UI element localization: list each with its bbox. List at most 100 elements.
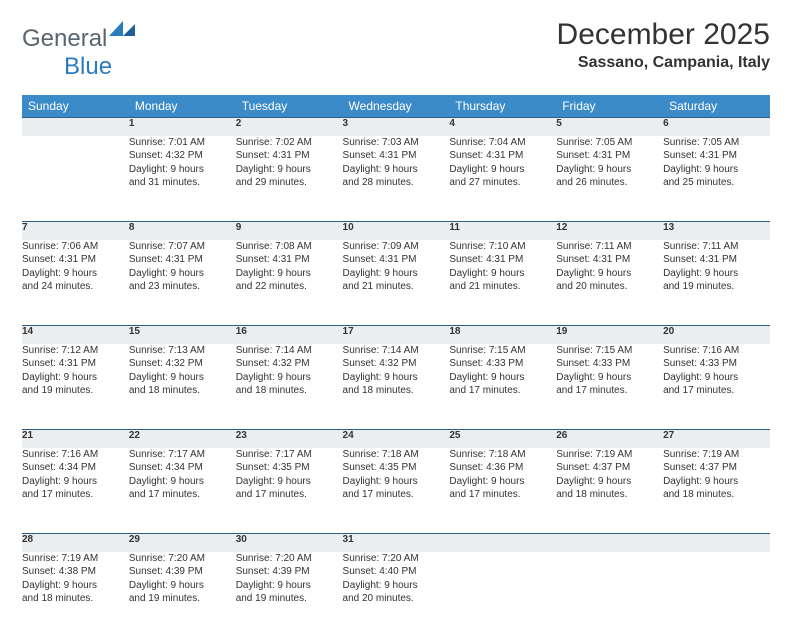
sunrise-line: Sunrise: 7:20 AM — [129, 552, 236, 566]
day-number-cell: 27 — [663, 430, 770, 448]
daylight-line-1: Daylight: 9 hours — [663, 475, 770, 489]
day-number-cell: 8 — [129, 222, 236, 240]
day-number-cell: 1 — [129, 118, 236, 136]
day-detail-cell: Sunrise: 7:06 AMSunset: 4:31 PMDaylight:… — [22, 240, 129, 326]
day-number-cell: 15 — [129, 326, 236, 344]
sunset-line: Sunset: 4:34 PM — [22, 461, 129, 475]
day-detail-cell: Sunrise: 7:19 AMSunset: 4:37 PMDaylight:… — [556, 448, 663, 534]
sunset-line: Sunset: 4:35 PM — [343, 461, 450, 475]
day-detail-cell: Sunrise: 7:15 AMSunset: 4:33 PMDaylight:… — [449, 344, 556, 430]
logo-mark-icon — [109, 18, 135, 36]
day-number-cell: 25 — [449, 430, 556, 448]
sunset-line: Sunset: 4:38 PM — [22, 565, 129, 579]
day-number-cell: 13 — [663, 222, 770, 240]
day-detail-cell: Sunrise: 7:09 AMSunset: 4:31 PMDaylight:… — [343, 240, 450, 326]
daylight-line-2: and 17 minutes. — [129, 488, 236, 502]
sunrise-line: Sunrise: 7:15 AM — [556, 344, 663, 358]
daylight-line-2: and 20 minutes. — [343, 592, 450, 606]
sunrise-line: Sunrise: 7:06 AM — [22, 240, 129, 254]
day-number-cell: 6 — [663, 118, 770, 136]
sunset-line: Sunset: 4:32 PM — [129, 357, 236, 371]
daylight-line-2: and 18 minutes. — [236, 384, 343, 398]
day-detail-cell: Sunrise: 7:03 AMSunset: 4:31 PMDaylight:… — [343, 136, 450, 222]
dow-header: Friday — [556, 95, 663, 118]
day-number-cell: 16 — [236, 326, 343, 344]
daylight-line-1: Daylight: 9 hours — [22, 371, 129, 385]
sunset-line: Sunset: 4:31 PM — [22, 357, 129, 371]
week-daynum-row: 78910111213 — [22, 222, 770, 240]
title-block: December 2025 Sassano, Campania, Italy — [557, 18, 770, 72]
day-detail-cell: Sunrise: 7:05 AMSunset: 4:31 PMDaylight:… — [663, 136, 770, 222]
daylight-line-1: Daylight: 9 hours — [343, 371, 450, 385]
day-detail-cell: Sunrise: 7:01 AMSunset: 4:32 PMDaylight:… — [129, 136, 236, 222]
daylight-line-2: and 17 minutes. — [449, 384, 556, 398]
location: Sassano, Campania, Italy — [557, 54, 770, 72]
daylight-line-2: and 19 minutes. — [236, 592, 343, 606]
sunset-line: Sunset: 4:33 PM — [663, 357, 770, 371]
sunrise-line: Sunrise: 7:18 AM — [449, 448, 556, 462]
daylight-line-2: and 23 minutes. — [129, 280, 236, 294]
daylight-line-2: and 27 minutes. — [449, 176, 556, 190]
daylight-line-2: and 17 minutes. — [343, 488, 450, 502]
sunrise-line: Sunrise: 7:20 AM — [236, 552, 343, 566]
sunrise-line: Sunrise: 7:14 AM — [236, 344, 343, 358]
day-number-cell: 24 — [343, 430, 450, 448]
sunrise-line: Sunrise: 7:04 AM — [449, 136, 556, 150]
day-number-cell: 22 — [129, 430, 236, 448]
sunrise-line: Sunrise: 7:19 AM — [663, 448, 770, 462]
day-number-cell: 2 — [236, 118, 343, 136]
daylight-line-2: and 18 minutes. — [129, 384, 236, 398]
day-detail-cell: Sunrise: 7:20 AMSunset: 4:39 PMDaylight:… — [129, 552, 236, 638]
sunset-line: Sunset: 4:32 PM — [236, 357, 343, 371]
daylight-line-2: and 29 minutes. — [236, 176, 343, 190]
daylight-line-1: Daylight: 9 hours — [449, 267, 556, 281]
week-detail-row: Sunrise: 7:19 AMSunset: 4:38 PMDaylight:… — [22, 552, 770, 638]
day-detail-cell: Sunrise: 7:08 AMSunset: 4:31 PMDaylight:… — [236, 240, 343, 326]
daylight-line-1: Daylight: 9 hours — [129, 475, 236, 489]
sunset-line: Sunset: 4:31 PM — [343, 149, 450, 163]
daylight-line-1: Daylight: 9 hours — [236, 475, 343, 489]
day-number-cell: 19 — [556, 326, 663, 344]
sunset-line: Sunset: 4:39 PM — [236, 565, 343, 579]
day-number-cell: 5 — [556, 118, 663, 136]
sunset-line: Sunset: 4:35 PM — [236, 461, 343, 475]
calendar-table: SundayMondayTuesdayWednesdayThursdayFrid… — [22, 95, 770, 638]
day-detail-cell — [663, 552, 770, 638]
day-number-cell — [663, 534, 770, 552]
day-detail-cell: Sunrise: 7:05 AMSunset: 4:31 PMDaylight:… — [556, 136, 663, 222]
week-detail-row: Sunrise: 7:12 AMSunset: 4:31 PMDaylight:… — [22, 344, 770, 430]
days-of-week-row: SundayMondayTuesdayWednesdayThursdayFrid… — [22, 95, 770, 118]
daylight-line-1: Daylight: 9 hours — [343, 163, 450, 177]
day-detail-cell: Sunrise: 7:02 AMSunset: 4:31 PMDaylight:… — [236, 136, 343, 222]
day-detail-cell: Sunrise: 7:18 AMSunset: 4:36 PMDaylight:… — [449, 448, 556, 534]
sunrise-line: Sunrise: 7:12 AM — [22, 344, 129, 358]
day-detail-cell: Sunrise: 7:18 AMSunset: 4:35 PMDaylight:… — [343, 448, 450, 534]
day-detail-cell: Sunrise: 7:20 AMSunset: 4:40 PMDaylight:… — [343, 552, 450, 638]
day-detail-cell — [449, 552, 556, 638]
daylight-line-2: and 19 minutes. — [22, 384, 129, 398]
daylight-line-2: and 26 minutes. — [556, 176, 663, 190]
daylight-line-1: Daylight: 9 hours — [663, 163, 770, 177]
daylight-line-1: Daylight: 9 hours — [236, 163, 343, 177]
day-number-cell: 14 — [22, 326, 129, 344]
dow-header: Saturday — [663, 95, 770, 118]
day-number-cell: 18 — [449, 326, 556, 344]
sunrise-line: Sunrise: 7:14 AM — [343, 344, 450, 358]
day-number-cell: 4 — [449, 118, 556, 136]
sunset-line: Sunset: 4:31 PM — [556, 253, 663, 267]
sunset-line: Sunset: 4:37 PM — [663, 461, 770, 475]
logo: General Blue — [22, 18, 135, 81]
month-title: December 2025 — [557, 18, 770, 52]
daylight-line-2: and 19 minutes. — [129, 592, 236, 606]
day-detail-cell: Sunrise: 7:17 AMSunset: 4:35 PMDaylight:… — [236, 448, 343, 534]
sunset-line: Sunset: 4:31 PM — [663, 253, 770, 267]
daylight-line-1: Daylight: 9 hours — [236, 267, 343, 281]
day-detail-cell: Sunrise: 7:19 AMSunset: 4:38 PMDaylight:… — [22, 552, 129, 638]
sunrise-line: Sunrise: 7:13 AM — [129, 344, 236, 358]
header: General Blue December 2025 Sassano, Camp… — [22, 18, 770, 81]
week-detail-row: Sunrise: 7:06 AMSunset: 4:31 PMDaylight:… — [22, 240, 770, 326]
day-detail-cell: Sunrise: 7:11 AMSunset: 4:31 PMDaylight:… — [663, 240, 770, 326]
sunrise-line: Sunrise: 7:01 AM — [129, 136, 236, 150]
daylight-line-2: and 17 minutes. — [22, 488, 129, 502]
sunrise-line: Sunrise: 7:18 AM — [343, 448, 450, 462]
